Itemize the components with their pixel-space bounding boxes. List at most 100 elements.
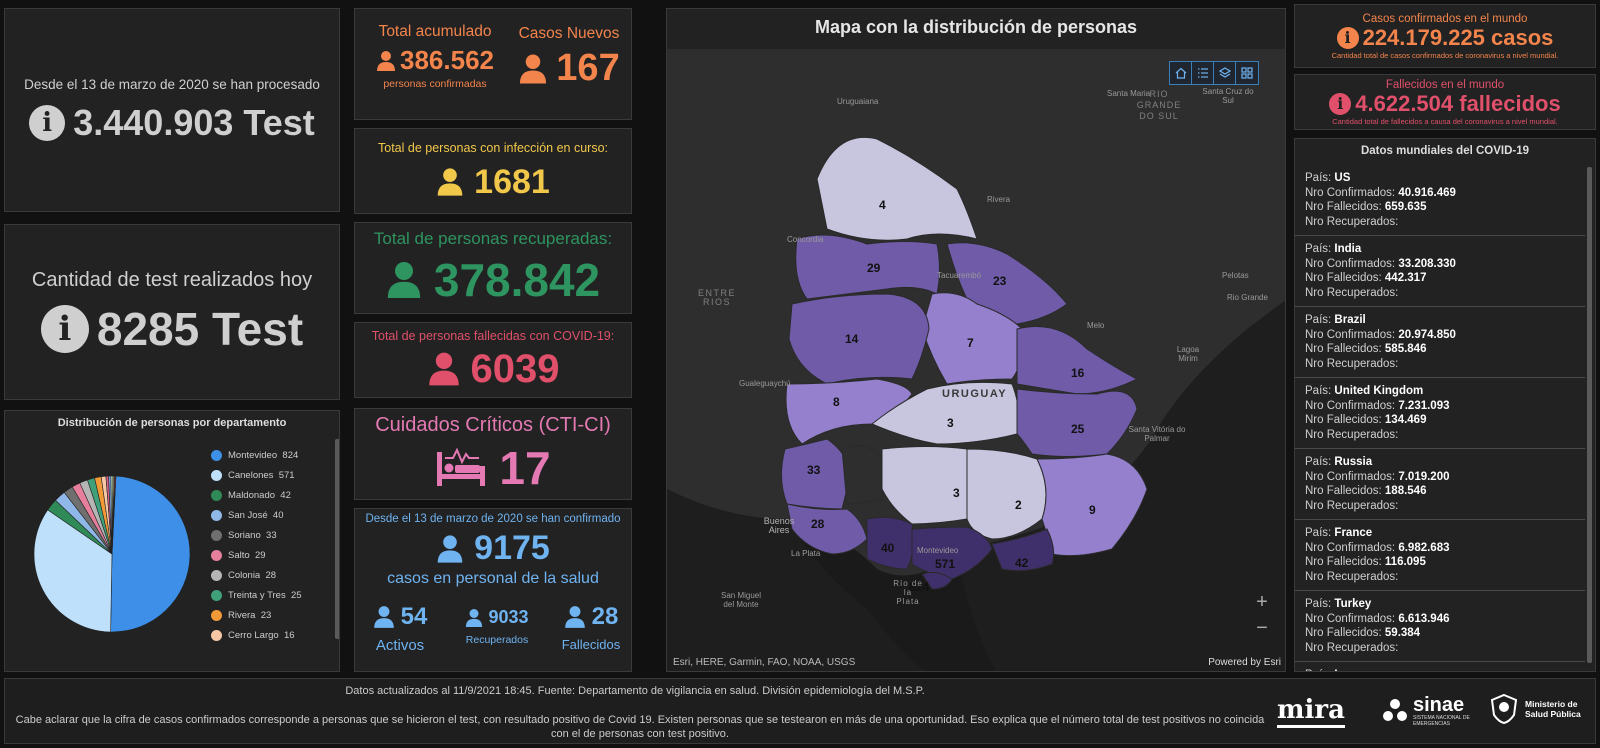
country-name: France: [1334, 527, 1373, 539]
zoom-out-button[interactable]: −: [1256, 617, 1268, 639]
legend-item[interactable]: Salto 29: [211, 545, 331, 565]
legend-item[interactable]: Colonia 28: [211, 565, 331, 585]
department-cerrolargo: [1016, 326, 1139, 395]
world-list-item[interactable]: País: United Kingdom Nro Confirmados: 7.2…: [1295, 378, 1585, 449]
health-fallecidos-value: 28: [591, 603, 619, 630]
layers-icon: [1218, 67, 1231, 78]
legend-value: 16: [283, 629, 295, 641]
place-lagoa: Lagoa Mirim: [1176, 345, 1200, 363]
confirmed-value: 33.208.330: [1398, 257, 1456, 270]
legend-value: 571: [278, 469, 295, 481]
person-icon: [437, 168, 463, 196]
dep-num-salto: 29: [867, 261, 881, 275]
legend-swatch: [211, 589, 222, 601]
country-name: Brazil: [1334, 314, 1366, 326]
map-attribution: Esri, HERE, Garmin, FAO, NOAA, USGS: [673, 657, 856, 668]
dep-num-treintaytres: 25: [1071, 422, 1085, 436]
place-montevideo: Montevideo: [917, 546, 959, 555]
legend-value: 29: [254, 549, 266, 561]
powered-by-esri[interactable]: Powered by Esri: [1208, 657, 1281, 668]
zoom-in-button[interactable]: +: [1256, 591, 1268, 613]
world-list-item[interactable]: País: US Nro Confirmados: 40.916.469 Nro F…: [1295, 165, 1585, 236]
department-sanjose: [866, 516, 915, 570]
world-list[interactable]: País: US Nro Confirmados: 40.916.469 Nro F…: [1295, 165, 1585, 671]
legend-label: Canelones: [228, 469, 274, 481]
health-recuperados-label: Recuperados: [465, 634, 529, 646]
world-list-item[interactable]: País: IranNro Confirmados: 5.275.567Nro …: [1295, 662, 1585, 671]
dep-num-artigas: 4: [879, 198, 886, 212]
pie-title: Distribución de personas por departament…: [57, 417, 287, 429]
legend-button[interactable]: [1192, 62, 1214, 84]
grid-icon: [1241, 67, 1253, 79]
legend-item[interactable]: Cerro Largo 16: [211, 625, 331, 645]
list-icon: [1197, 68, 1208, 78]
legend-swatch: [211, 469, 222, 481]
home-button[interactable]: [1170, 62, 1192, 84]
place-santa-maria: Santa Maria: [1107, 89, 1151, 98]
health-recuperados-value: 9033: [488, 607, 529, 627]
person-icon: [377, 50, 395, 71]
legend-item[interactable]: Treinta y Tres 25: [211, 585, 331, 605]
world-list-item[interactable]: País: India Nro Confirmados: 33.208.330 Nr…: [1295, 236, 1585, 307]
logo-mira-text: mira: [1277, 695, 1345, 728]
dep-num-soriano: 33: [807, 463, 821, 477]
legend-value: 25: [291, 589, 302, 601]
pie-slice-canelones[interactable]: [33, 509, 113, 633]
pais-label: País:: [1305, 456, 1332, 468]
info-icon: i: [1336, 26, 1359, 49]
legend-swatch: [211, 509, 222, 521]
country-name: Iran: [1334, 669, 1355, 671]
critical-value: 17: [499, 441, 551, 494]
dep-num-cerrolargo: 16: [1071, 366, 1085, 380]
world-list-item[interactable]: País: Brazil Nro Confirmados: 20.974.850 N…: [1295, 307, 1585, 378]
map-view[interactable]: 4 29 23 7 14 8 16 3 25 33 3 2 9 28 40 57…: [667, 49, 1285, 671]
legend-value: 824: [282, 449, 299, 461]
confirmed-label: Nro Confirmados:: [1305, 399, 1396, 412]
pie-slice-other-15[interactable]: [111, 475, 117, 555]
place-san-miguel: San Miguel del Monte: [720, 591, 762, 609]
legend-label: Montevideo: [228, 449, 278, 461]
place-uruguaiana: Uruguaiana: [837, 97, 879, 106]
world-list-scrollbar[interactable]: [1587, 167, 1592, 663]
legend-scrollbar[interactable]: [335, 439, 339, 639]
world-list-item[interactable]: País: Russia Nro Confirmados: 7.019.200 Nr…: [1295, 449, 1585, 520]
map-svg: 4 29 23 7 14 8 16 3 25 33 3 2 9 28 40 57…: [667, 136, 1285, 671]
new-cases-value: 167: [556, 47, 620, 89]
department-rocha: [1036, 453, 1148, 557]
legend-swatch: [211, 529, 222, 541]
logo-mira: mira: [1277, 695, 1345, 728]
legend-swatch: [211, 569, 222, 581]
dep-num-sanjose: 40: [881, 541, 895, 555]
basemap-button[interactable]: [1236, 62, 1258, 84]
confirmed-value: 40.916.469: [1398, 186, 1456, 199]
place-entre-rios: ENTRE RIOS: [697, 288, 736, 307]
legend-item[interactable]: Soriano 33: [211, 525, 331, 545]
legend-item[interactable]: Canelones 571: [211, 465, 331, 485]
person-icon: [437, 534, 463, 563]
confirmed-label: Nro Confirmados:: [1305, 612, 1396, 625]
deceased-panel: Total de personas fallecidas con COVID-1…: [354, 322, 632, 398]
legend-label: Treinta y Tres: [228, 589, 286, 601]
deaths-label: Nro Fallecidos:: [1305, 556, 1382, 568]
recovered-value: 378.842: [433, 254, 601, 306]
confirmed-value: 6.613.946: [1398, 612, 1450, 625]
legend-item[interactable]: Montevideo 824: [211, 445, 331, 465]
deaths-value: 134.469: [1384, 414, 1427, 426]
layers-button[interactable]: [1214, 62, 1236, 84]
legend-item[interactable]: Rivera 23: [211, 605, 331, 625]
legend-item[interactable]: San José 40: [211, 505, 331, 525]
deaths-value: 442.317: [1384, 272, 1427, 284]
legend-value: 23: [260, 609, 272, 621]
pie-slice-montevideo[interactable]: [110, 475, 191, 633]
pais-label: País:: [1305, 385, 1332, 397]
person-icon: [387, 262, 421, 298]
world-list-item[interactable]: País: Turkey Nro Confirmados: 6.613.946 Nr…: [1295, 591, 1585, 662]
pais-label: País:: [1305, 314, 1332, 326]
uruguay-departments: [781, 136, 1148, 590]
country-name: India: [1334, 243, 1362, 255]
place-buenos-aires: Buenos Aires: [763, 516, 795, 535]
country-name: US: [1334, 172, 1351, 184]
world-list-item[interactable]: País: France Nro Confirmados: 6.982.683 Nr…: [1295, 520, 1585, 591]
legend-item[interactable]: Maldonado 42: [211, 485, 331, 505]
legend-label: Cerro Largo: [228, 629, 279, 641]
